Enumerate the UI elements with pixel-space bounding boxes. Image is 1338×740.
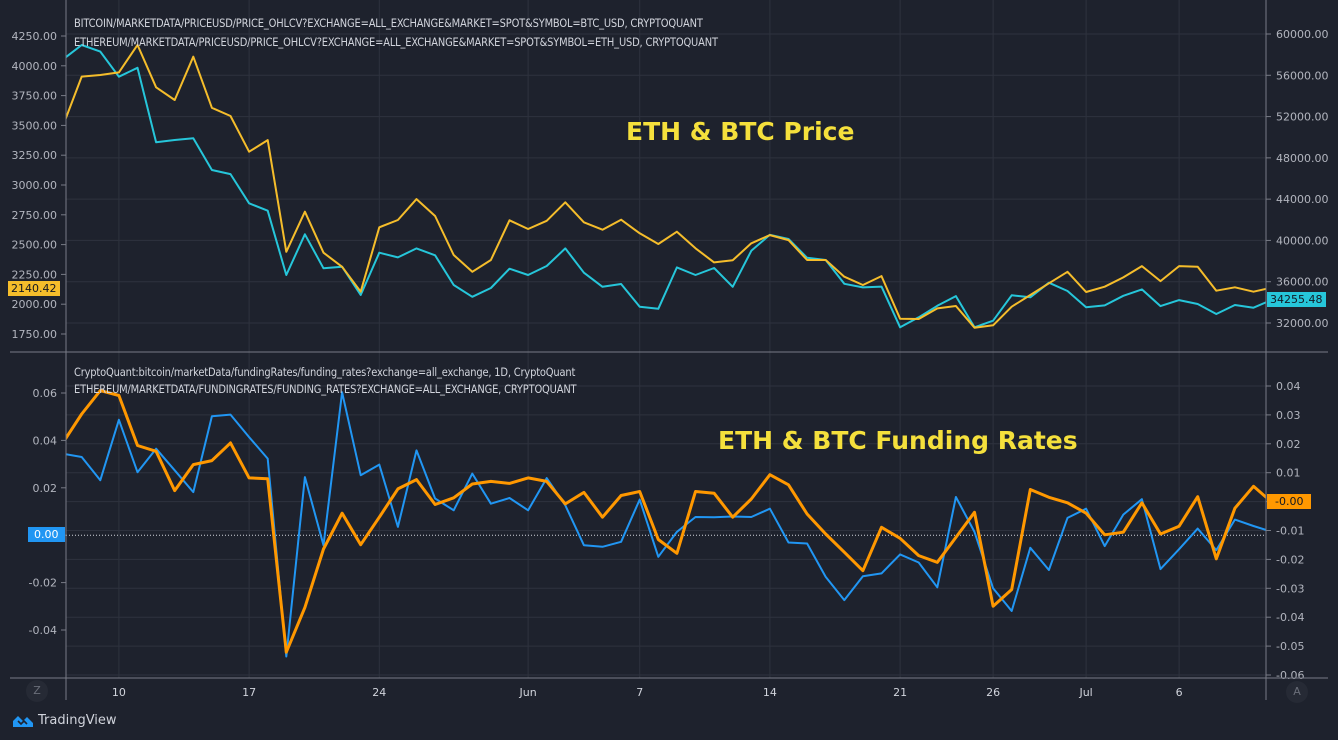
eth-price-line	[66, 43, 1266, 329]
legend-btc-price[interactable]: BITCOIN/MARKETDATA/PRICEUSD/PRICE_OHLCV?…	[74, 16, 703, 30]
right-axis-tick-label: 40000.00	[1276, 234, 1329, 247]
tradingview-logo-icon	[13, 716, 33, 727]
legend-eth-price[interactable]: ETHEREUM/MARKETDATA/PRICEUSD/PRICE_OHLCV…	[74, 35, 718, 49]
right-axis-tick-label: 52000.00	[1276, 111, 1329, 124]
right-axis-tick-label: -0.04	[1276, 611, 1304, 624]
right-axis-tick-label: 0.03	[1276, 409, 1301, 422]
x-axis-tick-label: 14	[763, 686, 777, 699]
x-axis-tick-label: Jun	[519, 686, 537, 699]
left-axis-tick-label: 3250.00	[12, 149, 58, 162]
eth-price-last-value: 2140.42	[8, 281, 60, 296]
x-axis-tick-label: Jul	[1078, 686, 1092, 699]
price-chart-title: ETH & BTC Price	[626, 117, 855, 146]
right-axis-tick-label: -0.05	[1276, 640, 1304, 653]
right-axis-tick-label: 56000.00	[1276, 69, 1329, 82]
right-axis-tick-label: 44000.00	[1276, 193, 1329, 206]
x-axis-tick-label: 10	[112, 686, 126, 699]
btc-funding-line	[66, 391, 1266, 658]
x-axis-tick-label: 26	[986, 686, 1000, 699]
btc-funding-last-value: 0.00	[28, 527, 65, 542]
left-axis-tick-label: 4250.00	[12, 30, 58, 43]
x-axis-tick-label: 6	[1176, 686, 1183, 699]
eth-funding-line	[66, 389, 1266, 654]
left-axis-tick-label: 3500.00	[12, 119, 58, 132]
left-axis-tick-label: 0.02	[33, 482, 58, 495]
right-axis-tick-label: -0.03	[1276, 582, 1304, 595]
left-axis-tick-label: 2500.00	[12, 239, 58, 252]
x-axis-tick-label: 17	[242, 686, 256, 699]
left-axis-tick-label: -0.04	[29, 624, 57, 637]
right-axis-tick-label: 36000.00	[1276, 276, 1329, 289]
legend-eth-funding[interactable]: ETHEREUM/MARKETDATA/FUNDINGRATES/FUNDING…	[74, 382, 577, 396]
eth-funding-last-value: -0.00	[1267, 494, 1312, 509]
left-axis-tick-label: 2000.00	[12, 298, 58, 311]
left-axis-tick-label: 0.06	[33, 387, 58, 400]
series-group	[66, 389, 1266, 654]
btc-price-line	[66, 44, 1266, 329]
left-scale-toggle-button[interactable]: Z	[26, 680, 48, 702]
right-axis-tick-label: 0.04	[1276, 380, 1301, 393]
right-axis-tick-label: 48000.00	[1276, 152, 1329, 165]
right-axis-tick-label: 0.02	[1276, 438, 1301, 451]
right-axis-tick-label: -0.06	[1276, 669, 1304, 682]
left-axis-tick-label: -0.02	[29, 577, 57, 590]
left-axis-tick-label: 3750.00	[12, 90, 58, 103]
x-axis-tick-label: 7	[636, 686, 643, 699]
series-group	[66, 391, 1266, 658]
tradingview-brand[interactable]: TradingView	[12, 712, 117, 728]
right-axis-tick-label: 32000.00	[1276, 317, 1329, 330]
left-axis-tick-label: 2250.00	[12, 268, 58, 281]
left-axis-tick-label: 2750.00	[12, 209, 58, 222]
series-group	[66, 43, 1266, 329]
right-axis-tick-label: -0.01	[1276, 525, 1304, 538]
left-axis-tick-label: 1750.00	[12, 328, 58, 341]
left-axis-tick-label: 4000.00	[12, 60, 58, 73]
funding-chart-title: ETH & BTC Funding Rates	[718, 426, 1078, 455]
left-axis-tick-label: 0.04	[33, 434, 58, 447]
x-axis-tick-label: 24	[372, 686, 386, 699]
left-axis-tick-label: 3000.00	[12, 179, 58, 192]
x-axis-tick-label: 21	[893, 686, 907, 699]
right-axis-tick-label: 60000.00	[1276, 28, 1329, 41]
auto-scale-button[interactable]: A	[1286, 681, 1308, 703]
right-axis-tick-label: -0.02	[1276, 553, 1304, 566]
btc-price-last-value: 34255.48	[1267, 292, 1326, 307]
brand-name: TradingView	[38, 712, 117, 728]
right-axis-tick-label: 0.01	[1276, 467, 1301, 480]
series-group	[66, 44, 1266, 329]
legend-btc-funding[interactable]: CryptoQuant:bitcoin/marketData/fundingRa…	[74, 365, 576, 379]
